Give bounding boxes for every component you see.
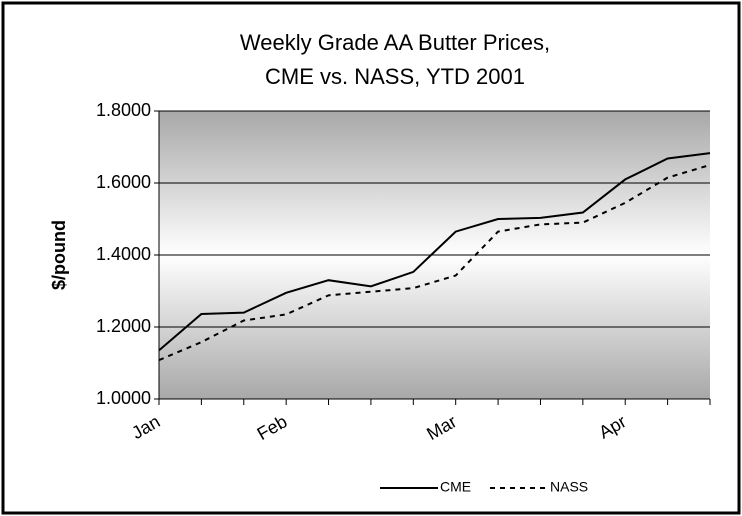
y-tick-label: 1.0000 [96, 388, 151, 408]
y-tick-label: 1.2000 [96, 316, 151, 336]
chart-title: Weekly Grade AA Butter Prices, [240, 30, 550, 55]
y-tick-label: 1.4000 [96, 244, 151, 264]
y-tick-label: 1.8000 [96, 100, 151, 120]
legend-label: NASS [550, 479, 588, 495]
chart-title: CME vs. NASS, YTD 2001 [265, 64, 525, 89]
series-line [158, 164, 711, 362]
y-tick-label: 1.6000 [96, 172, 151, 192]
series-line [158, 152, 711, 352]
legend-label: CME [440, 479, 471, 495]
y-axis-label: $/pound [49, 220, 69, 290]
